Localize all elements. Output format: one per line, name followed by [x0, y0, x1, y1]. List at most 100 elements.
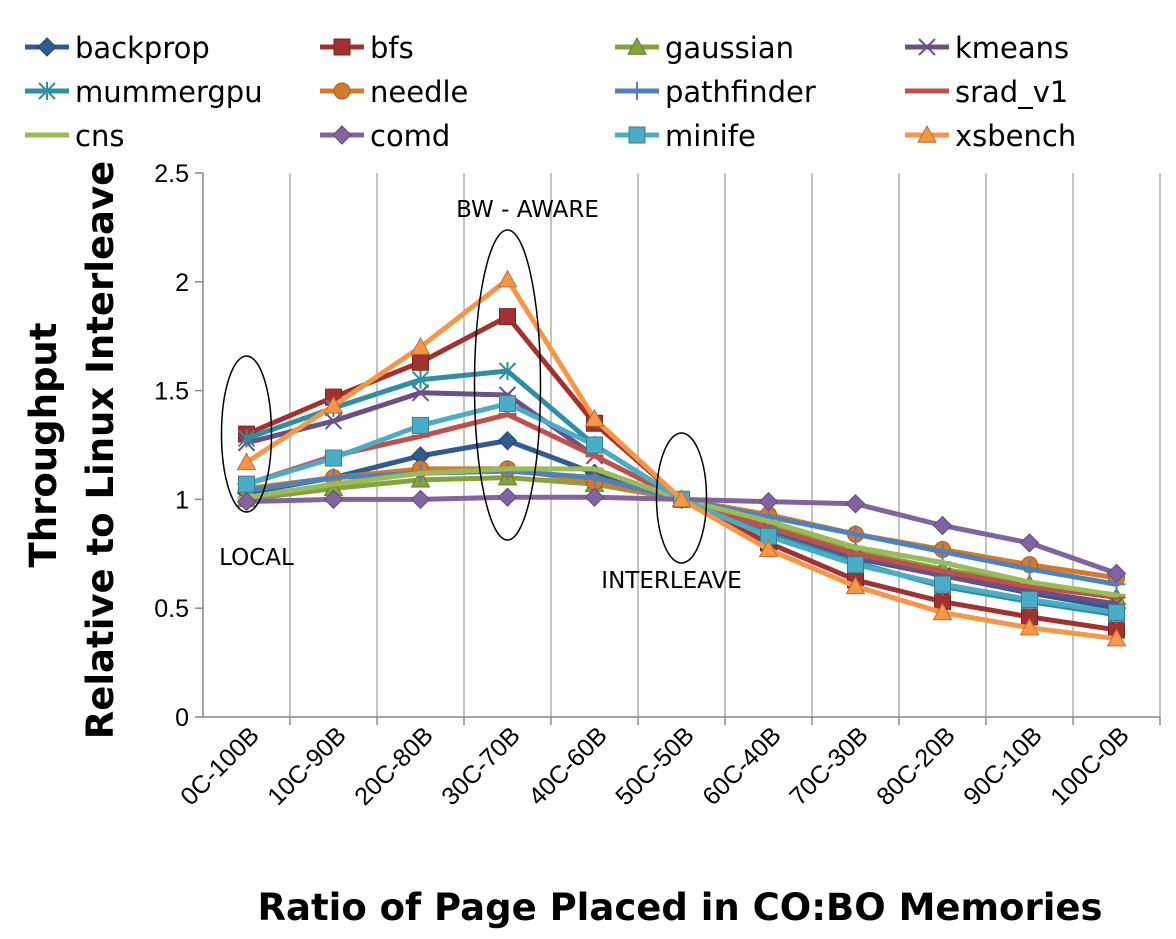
legend-label: srad_v1: [955, 75, 1068, 109]
legend-marker: [37, 37, 57, 57]
data-point-minife: [412, 416, 429, 434]
data-point-comd: [323, 489, 344, 510]
legend-label: xsbench: [955, 119, 1076, 153]
legend-marker: [333, 38, 351, 56]
annotation-label: LOCAL: [219, 545, 294, 571]
data-point-pathfinder: [1020, 560, 1039, 579]
legend-label: gaussian: [665, 31, 794, 65]
data-point-kmeans: [411, 384, 430, 402]
data-point-mummergpu: [498, 362, 517, 381]
legend-marker: [628, 126, 646, 144]
data-point-comd: [497, 487, 518, 507]
data-point-comd: [1106, 563, 1127, 584]
x-axis-title: Ratio of Page Placed in CO:BO Memories: [257, 886, 1102, 929]
legend-label: comd: [370, 119, 450, 153]
legend: backprop bfs gaussian kmeans mummergpu needle…: [25, 31, 1076, 153]
data-point-comd: [845, 494, 866, 514]
legend-item-pathfinder: pathfinder: [615, 75, 816, 109]
annotation-label: INTERLEAVE: [601, 568, 741, 594]
legend-item-cns: cns: [25, 119, 124, 153]
data-point-comd: [584, 487, 605, 507]
data-point-xsbench: [932, 602, 953, 621]
data-point-xsbench: [671, 489, 692, 508]
data-point-xsbench: [410, 337, 431, 355]
data-point-minife: [499, 395, 516, 413]
data-point-xsbench: [758, 539, 779, 558]
annotation-bw-aware: BW - AWARE: [456, 197, 599, 541]
data-point-pathfinder: [585, 468, 604, 487]
y-axis-title-line-2: Relative to Linux Interleave: [79, 161, 122, 739]
plot-area: [236, 269, 1127, 647]
data-point-xsbench: [584, 408, 605, 427]
legend-label: kmeans: [955, 31, 1069, 65]
legend-item-kmeans: kmeans: [905, 31, 1069, 65]
legend-marker: [628, 82, 646, 100]
data-point-xsbench: [845, 576, 866, 595]
legend-label: backprop: [75, 31, 210, 65]
grid: [202, 173, 1161, 717]
y-tick-label: 2: [175, 269, 189, 297]
x-tick-label: 90C-10B: [958, 721, 1048, 811]
legend-item-bfs: bfs: [320, 31, 414, 65]
x-tick-label: 60C-40B: [697, 721, 787, 811]
data-point-minife: [325, 449, 342, 467]
x-tick-label: 20C-80B: [349, 721, 439, 811]
data-point-xsbench: [323, 395, 344, 414]
x-tick-label: 50C-50B: [610, 721, 700, 811]
y-axis-title-line-1: Throughput: [22, 323, 65, 568]
data-point-minife: [1021, 590, 1038, 608]
data-point-backprop: [497, 430, 518, 451]
annotation-interleave: INTERLEAVE: [601, 432, 742, 594]
data-point-xsbench: [236, 452, 257, 471]
data-point-comd: [932, 515, 953, 536]
data-point-comd: [236, 491, 257, 512]
data-point-xsbench: [1106, 628, 1127, 647]
y-tick-label: 1.5: [154, 378, 189, 406]
annotations: LOCAL BW - AWARE INTERLEAVE: [219, 197, 742, 594]
legend-item-comd: comd: [320, 119, 450, 153]
legend-item-backprop: backprop: [25, 31, 210, 65]
x-tick-label: 30C-70B: [436, 721, 526, 811]
legend-item-needle: needle: [320, 75, 468, 109]
legend-marker: [38, 82, 56, 100]
x-tick-label: 0C-100B: [175, 721, 265, 811]
data-point-pathfinder: [846, 525, 865, 544]
annotation-label: BW - AWARE: [456, 197, 599, 223]
y-tick-label: 1: [175, 486, 189, 514]
annotation-ellipse: [220, 355, 273, 513]
data-point-comd: [758, 491, 779, 512]
legend-item-srad_v1: srad_v1: [905, 75, 1068, 109]
legend-marker: [917, 124, 937, 143]
legend-label: needle: [370, 75, 468, 109]
data-point-minife: [1108, 604, 1125, 622]
data-point-mummergpu: [237, 429, 256, 448]
legend-item-minife: minife: [615, 119, 756, 153]
x-tick-label: 10C-90B: [262, 721, 352, 811]
data-point-bfs: [412, 353, 429, 371]
annotation-ellipse: [473, 229, 542, 541]
data-point-minife: [934, 575, 951, 593]
legend-marker: [332, 125, 352, 145]
data-point-comd: [410, 489, 431, 510]
x-tick-label: 100C-0B: [1045, 721, 1135, 811]
data-point-comd: [1019, 533, 1040, 553]
legend-label: mummergpu: [75, 75, 263, 109]
data-point-kmeans: [324, 412, 343, 430]
x-tick-label: 70C-30B: [784, 721, 874, 811]
data-point-xsbench: [1019, 617, 1040, 636]
legend-label: bfs: [370, 31, 414, 65]
x-tick-label: 40C-60B: [523, 721, 613, 811]
legend-label: pathfinder: [665, 75, 816, 109]
legend-marker: [333, 82, 351, 100]
annotation-ellipse: [655, 432, 708, 564]
legend-label: minife: [665, 119, 756, 153]
data-point-minife: [586, 436, 603, 454]
data-point-bfs: [499, 308, 516, 326]
data-point-xsbench: [497, 269, 518, 288]
y-tick-label: 0.5: [154, 595, 189, 623]
legend-item-mummergpu: mummergpu: [25, 75, 263, 109]
annotation-local: LOCAL: [219, 355, 294, 571]
x-tick-label: 80C-20B: [871, 721, 961, 811]
data-point-mummergpu: [411, 370, 430, 389]
